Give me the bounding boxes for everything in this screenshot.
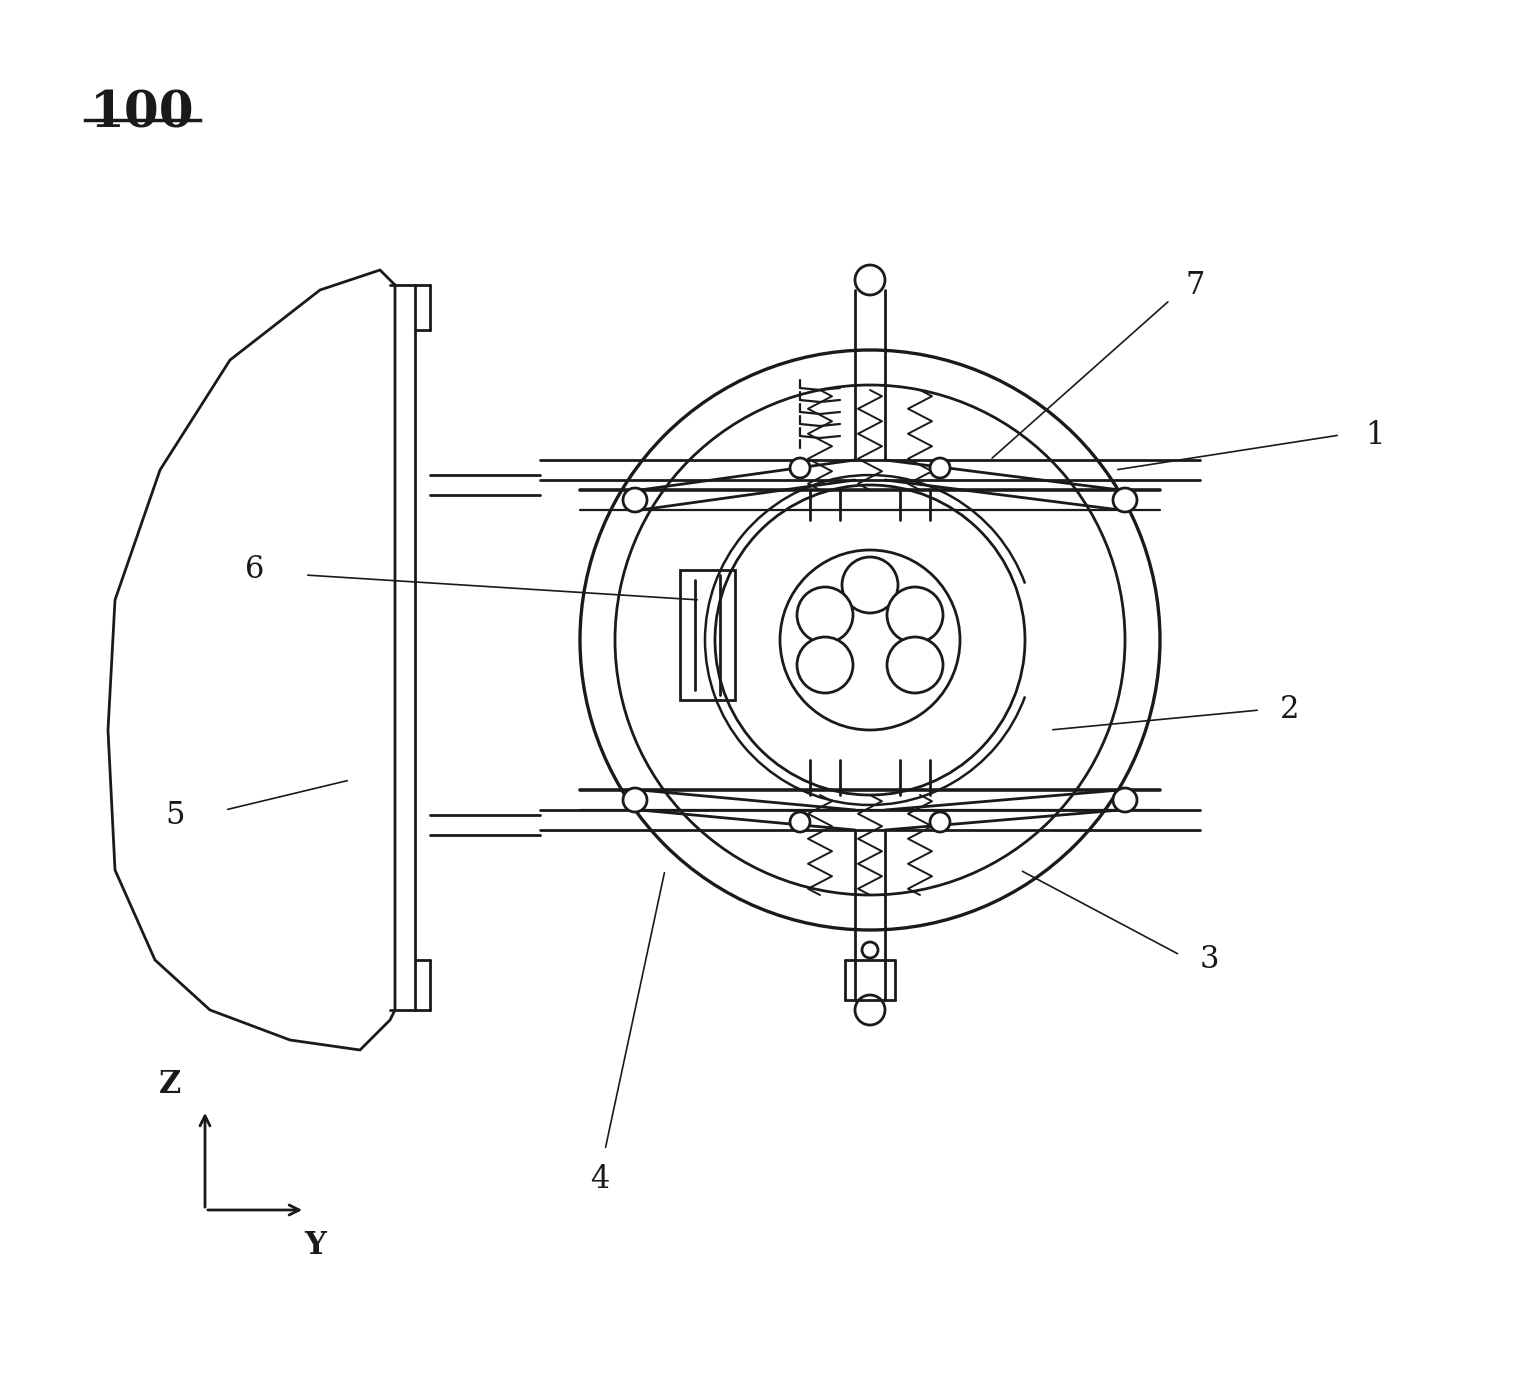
- Text: 1: 1: [1365, 419, 1384, 450]
- Circle shape: [931, 812, 950, 832]
- Circle shape: [887, 637, 943, 692]
- Text: 7: 7: [1186, 269, 1204, 301]
- Text: 4: 4: [591, 1165, 610, 1195]
- Circle shape: [622, 788, 647, 812]
- Circle shape: [1113, 788, 1137, 812]
- Text: 3: 3: [1201, 944, 1219, 975]
- Text: 2: 2: [1280, 695, 1299, 726]
- Text: Y: Y: [304, 1230, 326, 1261]
- Circle shape: [855, 995, 885, 1025]
- Text: Z: Z: [159, 1068, 181, 1100]
- Text: 6: 6: [246, 554, 264, 585]
- Circle shape: [789, 812, 811, 832]
- Circle shape: [789, 458, 811, 478]
- Circle shape: [797, 637, 853, 692]
- Bar: [680, 570, 735, 701]
- Circle shape: [842, 557, 899, 613]
- Text: 5: 5: [165, 800, 185, 830]
- Circle shape: [1113, 488, 1137, 513]
- Circle shape: [797, 586, 853, 644]
- Circle shape: [931, 458, 950, 478]
- Text: 100: 100: [90, 91, 194, 139]
- Circle shape: [622, 488, 647, 513]
- Circle shape: [855, 265, 885, 295]
- Circle shape: [887, 586, 943, 644]
